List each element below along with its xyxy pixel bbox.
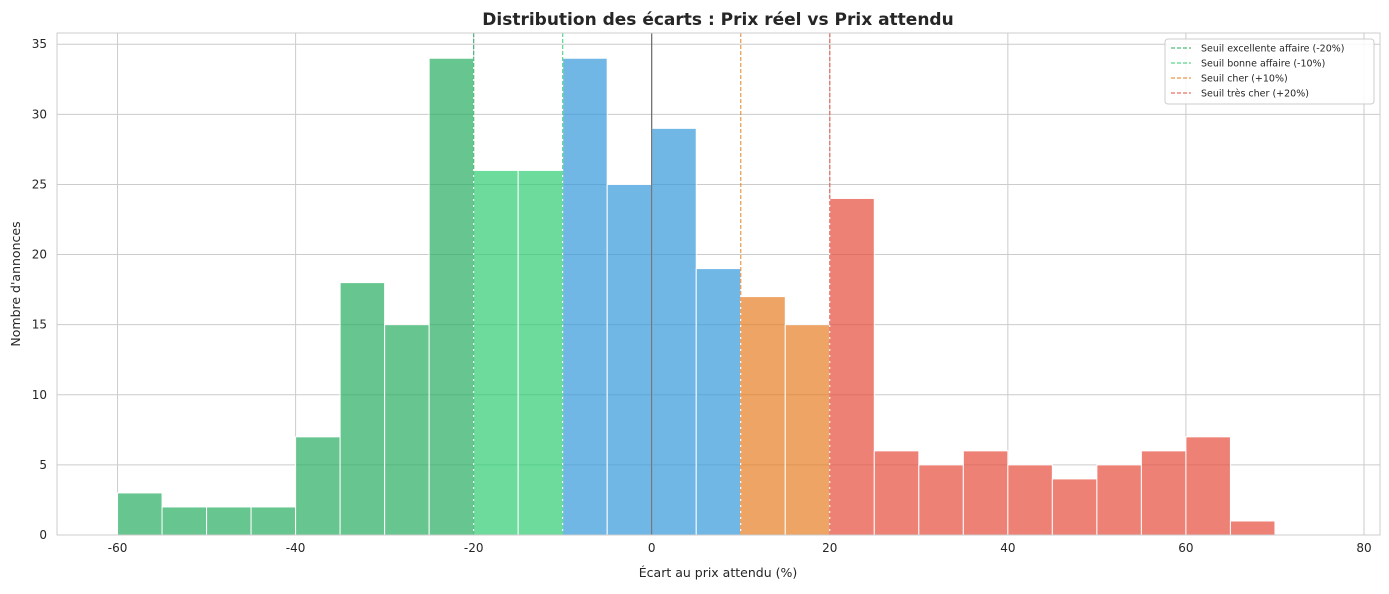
histogram-bar [1051, 478, 1098, 536]
histogram-bar [918, 464, 964, 536]
histogram-bar [1096, 464, 1142, 536]
histogram-bar [295, 436, 341, 536]
histogram-bar [784, 324, 831, 536]
x-tick-label: 80 [1356, 541, 1371, 555]
x-tick-label: 40 [1000, 541, 1015, 555]
x-tick-label: 20 [822, 541, 837, 555]
legend-label: Seuil bonne affaire (-10%) [1201, 59, 1325, 70]
histogram-bar [339, 282, 386, 536]
histogram-bar [1229, 520, 1276, 536]
histogram-bar [873, 450, 920, 536]
legend-box [1164, 38, 1375, 105]
histogram-bar [1185, 436, 1231, 536]
y-tick-label: 35 [32, 37, 47, 51]
y-tick-label: 25 [32, 177, 47, 191]
y-axis-label: Nombre d'annonces [8, 221, 23, 346]
histogram-bar [740, 296, 786, 536]
legend-label: Seuil cher (+10%) [1201, 74, 1288, 85]
x-tick-label: 60 [1178, 541, 1193, 555]
x-tick-label: 0 [648, 541, 656, 555]
x-tick-label: -40 [286, 541, 306, 555]
histogram-bar [250, 506, 297, 536]
histogram-bar [562, 57, 608, 536]
histogram-bar [1007, 464, 1053, 536]
y-tick-label: 20 [32, 248, 47, 262]
x-axis-label: Écart au prix attendu (%) [639, 565, 797, 580]
histogram-bar [517, 169, 564, 536]
y-tick-label: 10 [32, 388, 47, 402]
histogram-bar [695, 268, 742, 536]
histogram-bar [962, 450, 1009, 536]
x-tick-label: -60 [108, 541, 128, 555]
y-tick-label: 5 [39, 458, 47, 472]
x-tick-label: -20 [464, 541, 484, 555]
histogram-bar [651, 127, 697, 536]
histogram-bar [117, 492, 163, 536]
legend-label: Seuil très cher (+20%) [1201, 89, 1309, 100]
histogram-bar [161, 506, 208, 536]
chart-title: Distribution des écarts : Prix réel vs P… [482, 10, 953, 30]
histogram-bar [606, 183, 653, 536]
y-tick-label: 0 [39, 528, 47, 542]
histogram-bar [829, 197, 875, 536]
y-tick-label: 30 [32, 107, 47, 121]
legend: Seuil excellente affaire (-20%) Seuil bon… [1164, 38, 1375, 105]
histogram-bar [473, 169, 519, 536]
y-tick-label: 15 [32, 318, 47, 332]
histogram-bar [428, 57, 475, 536]
histogram-bar [1140, 450, 1187, 536]
histogram-bar [206, 506, 252, 536]
histogram-bar [384, 324, 430, 536]
plot-frame [56, 32, 1381, 536]
legend-label: Seuil excellente affaire (-20%) [1201, 44, 1344, 55]
